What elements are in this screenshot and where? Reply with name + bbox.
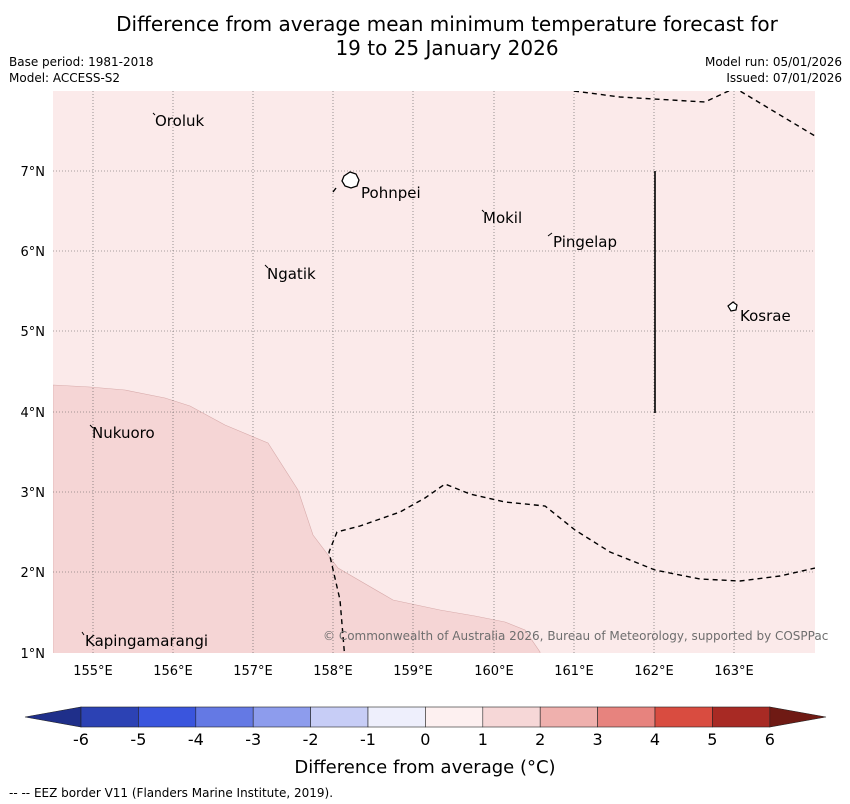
lat-label-1: 1°N xyxy=(21,647,46,662)
colorbar-tick-label: -5 xyxy=(130,730,146,749)
eez-border-south xyxy=(328,483,815,653)
label-pohnpei: Pohnpei xyxy=(361,184,421,202)
lon-label-158: 158°E xyxy=(313,664,353,679)
meta-right: Model run: 05/01/2026 Issued: 07/01/2026 xyxy=(705,54,842,86)
kapingamarangi-atoll xyxy=(81,631,85,636)
lat-label-3: 3°N xyxy=(21,486,46,501)
lon-label-163: 163°E xyxy=(714,664,754,679)
colorbar-tick-label: 1 xyxy=(478,730,488,749)
colorbar-tick-label: 6 xyxy=(765,730,775,749)
eez-borders xyxy=(328,91,815,653)
label-mokil: Mokil xyxy=(483,209,522,227)
label-nukuoro: Nukuoro xyxy=(92,424,155,442)
lon-label-159: 159°E xyxy=(393,664,433,679)
copyright-notice: © Commonwealth of Australia 2026, Bureau… xyxy=(323,629,829,643)
colorbar-block-8 xyxy=(539,706,598,728)
lat-label-6: 6°N xyxy=(21,245,46,260)
colorbar-title: Difference from average (°C) xyxy=(294,757,556,778)
colorbar-tick-label: 2 xyxy=(535,730,545,749)
map-title: Difference from average mean minimum tem… xyxy=(0,12,850,60)
colorbar-tick-label: 3 xyxy=(593,730,603,749)
lat-label-5: 5°N xyxy=(21,325,46,340)
colorbar-tick-label: 4 xyxy=(650,730,660,749)
colorbar-tick-label: -1 xyxy=(360,730,376,749)
eez-border-fragment xyxy=(332,187,337,193)
colorbar-blocks xyxy=(24,706,827,728)
colorbar-extend-high xyxy=(769,706,827,728)
label-kapingamarangi: Kapingamarangi xyxy=(85,632,208,650)
atoll-markers xyxy=(81,112,553,636)
colorbar-block-0 xyxy=(80,706,139,728)
title-line-2: 19 to 25 January 2026 xyxy=(335,36,559,60)
label-oroluk: Oroluk xyxy=(155,112,204,130)
eez-legend-note: -- -- EEZ border V11 (Flanders Marine In… xyxy=(9,786,334,800)
lon-label-162: 162°E xyxy=(634,664,674,679)
lon-label-155: 155°E xyxy=(73,664,113,679)
lon-label-161: 161°E xyxy=(554,664,594,679)
model-name: Model: ACCESS-S2 xyxy=(9,71,121,85)
base-period: Base period: 1981-2018 xyxy=(9,55,154,69)
colorbar-tick-labels: -6 -5 -4 -3 -2 -1 0 1 2 3 4 5 6 xyxy=(73,730,775,749)
lat-label-7: 7°N xyxy=(21,165,46,180)
meta-left: Base period: 1981-2018 Model: ACCESS-S2 xyxy=(9,54,154,86)
colorbar-block-9 xyxy=(597,706,656,728)
mokil-atoll xyxy=(481,209,485,213)
lon-label-156: 156°E xyxy=(153,664,193,679)
colorbar-block-10 xyxy=(654,706,713,728)
anomaly-region-1-2 xyxy=(53,384,541,653)
label-kosrae: Kosrae xyxy=(740,307,791,325)
pohnpei-island xyxy=(341,171,360,189)
kosrae-island xyxy=(727,301,738,312)
graticule xyxy=(53,91,815,653)
colorbar: -6 -5 -4 -3 -2 -1 0 1 2 3 4 5 6 xyxy=(24,706,827,749)
ngatik-atoll xyxy=(264,264,269,269)
colorbar-block-3 xyxy=(252,706,311,728)
label-ngatik: Ngatik xyxy=(267,265,316,283)
issued-date: Issued: 07/01/2026 xyxy=(726,71,842,85)
pingelap-atoll xyxy=(547,232,553,237)
colorbar-tick-label: -3 xyxy=(245,730,261,749)
oroluk-atoll xyxy=(152,112,156,116)
lon-label-157: 157°E xyxy=(233,664,273,679)
colorbar-block-2 xyxy=(195,706,254,728)
lon-label-160: 160°E xyxy=(474,664,514,679)
colorbar-tick-label: -4 xyxy=(188,730,204,749)
model-run: Model run: 05/01/2026 xyxy=(704,55,842,69)
colorbar-block-6 xyxy=(425,706,484,728)
colorbar-tick-label: 0 xyxy=(420,730,430,749)
nukuoro-atoll xyxy=(89,424,94,429)
label-pingelap: Pingelap xyxy=(553,233,617,251)
colorbar-block-5 xyxy=(367,706,426,728)
colorbar-tick-label: -6 xyxy=(73,730,89,749)
eez-border-north xyxy=(573,91,815,137)
lat-label-2: 2°N xyxy=(21,566,46,581)
colorbar-tick-label: -2 xyxy=(303,730,319,749)
colorbar-extend-low xyxy=(24,706,82,728)
colorbar-block-4 xyxy=(310,706,369,728)
colorbar-block-7 xyxy=(482,706,541,728)
lat-axis: 7°N 6°N 5°N 4°N 3°N 2°N 1°N xyxy=(21,165,46,662)
colorbar-tick-label: 5 xyxy=(707,730,717,749)
lat-label-4: 4°N xyxy=(21,406,46,421)
title-line-1: Difference from average mean minimum tem… xyxy=(116,12,778,36)
colorbar-block-1 xyxy=(138,706,197,728)
colorbar-block-11 xyxy=(712,706,771,728)
lon-axis: 155°E 156°E 157°E 158°E 159°E 160°E 161°… xyxy=(73,664,754,679)
